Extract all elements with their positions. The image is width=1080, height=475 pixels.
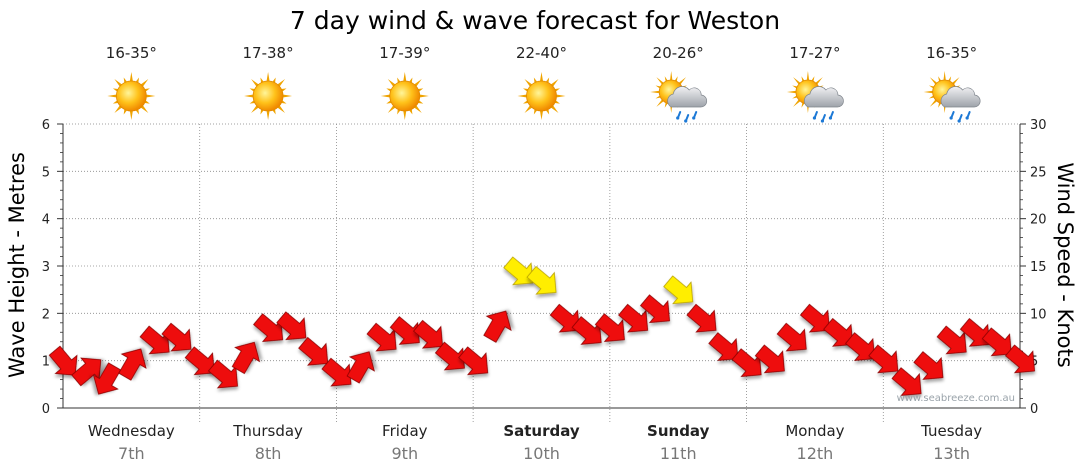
wind-arrow: [276, 311, 307, 341]
day-date-label: 8th: [255, 444, 282, 463]
wind-arrow: [48, 345, 78, 376]
sun-cloud-rain-icon: [923, 71, 981, 123]
right-tick-label: 10: [1030, 307, 1047, 322]
day-name-label: Wednesday: [88, 422, 175, 440]
left-tick-label: 5: [42, 165, 50, 180]
day-name-label: Thursday: [232, 422, 303, 440]
wind-arrow: [346, 351, 375, 384]
wind-arrow: [663, 275, 694, 305]
wind-arrow: [503, 256, 534, 286]
wind-arrow: [483, 310, 512, 343]
wind-arrow: [207, 359, 238, 389]
wind-arrow: [639, 294, 670, 324]
wind-arrow: [458, 346, 489, 376]
wind-arrows: [48, 256, 1035, 396]
right-tick-label: 15: [1030, 260, 1047, 275]
temperature-row: 16-35° 17-38° 17-39° 22-40° 20-26° 17-27° 16-3…: [106, 44, 977, 62]
wind-arrow: [253, 313, 284, 342]
right-tick-label: 20: [1030, 213, 1047, 228]
day-name-label: Monday: [785, 422, 844, 440]
wind-arrow: [618, 303, 649, 333]
right-tick-label: 25: [1030, 165, 1047, 180]
wind-arrow: [571, 316, 602, 345]
wind-arrow: [594, 313, 625, 342]
wind-arrow: [413, 319, 444, 349]
wind-arrow: [231, 341, 261, 375]
temperature-label: 17-39°: [379, 44, 430, 62]
wind-arrow: [936, 325, 967, 355]
wind-arrow: [184, 346, 215, 376]
day-name-label: Sunday: [647, 422, 710, 440]
wind-arrow: [868, 344, 899, 374]
day-name-label: Tuesday: [920, 422, 982, 440]
temperature-label: 16-35°: [106, 44, 157, 62]
sun-cloud-rain-icon: [786, 71, 844, 123]
right-y-axis: 051015202530: [1020, 118, 1047, 417]
wind-arrow: [321, 357, 352, 387]
right-tick-label: 30: [1030, 118, 1047, 133]
wind-arrow: [776, 322, 807, 352]
temperature-label: 17-38°: [243, 44, 294, 62]
wind-arrow: [823, 317, 854, 347]
day-name-label: Saturday: [503, 422, 580, 440]
right-tick-label: 0: [1030, 402, 1038, 417]
wind-arrow: [139, 325, 170, 355]
wind-arrow: [389, 316, 420, 345]
chart-title: 7 day wind & wave forecast for Weston: [290, 6, 780, 35]
wind-arrow: [891, 367, 922, 396]
day-date-label: 10th: [523, 444, 560, 463]
temperature-label: 22-40°: [516, 44, 567, 62]
day-date-label: 9th: [391, 444, 418, 463]
wind-arrow: [754, 344, 785, 374]
day-date-label: 13th: [933, 444, 970, 463]
temperature-label: 17-27°: [789, 44, 840, 62]
wind-arrow: [959, 317, 990, 347]
left-y-axis: 0 1 2 3 4 5 6: [42, 118, 63, 417]
wind-arrow: [161, 322, 192, 352]
wind-arrow: [731, 348, 762, 377]
wind-arrow: [434, 341, 465, 371]
wind-arrow: [526, 265, 557, 295]
day-date-label: 12th: [797, 444, 834, 463]
wind-arrow: [71, 357, 102, 387]
sunny-icon: [517, 72, 566, 120]
day-date-label: 7th: [118, 444, 145, 463]
wind-arrow: [845, 332, 876, 361]
sunny-icon: [380, 72, 429, 120]
sunny-icon: [107, 72, 156, 120]
wind-arrow: [366, 322, 397, 352]
left-tick-label: 2: [42, 307, 50, 322]
day-labels: Wednesday 7th Thursday 8th Friday 9th Saturday…: [88, 422, 982, 463]
left-axis-label: Wave Height - Metres: [5, 152, 29, 378]
wind-arrow: [981, 327, 1012, 357]
left-tick-label: 3: [42, 260, 50, 275]
wind-arrow: [549, 303, 580, 333]
right-axis-label: Wind Speed - Knots: [1053, 162, 1077, 367]
left-tick-label: 1: [42, 355, 50, 370]
weather-icon-row: [107, 71, 981, 123]
temperature-label: 16-35°: [926, 44, 977, 62]
left-tick-label: 4: [42, 213, 50, 228]
wind-arrow: [799, 303, 830, 333]
left-tick-label: 6: [42, 118, 50, 133]
day-name-label: Friday: [382, 422, 428, 440]
sun-cloud-rain-icon: [650, 71, 708, 123]
wind-arrow: [686, 303, 717, 333]
wind-arrow: [118, 348, 147, 381]
sunny-icon: [244, 72, 293, 120]
wind-arrow: [708, 332, 739, 361]
watermark: www.seabreeze.com.au: [897, 393, 1015, 404]
day-date-label: 11th: [660, 444, 697, 463]
temperature-label: 20-26°: [653, 44, 704, 62]
wind-arrow: [1004, 344, 1035, 374]
wind-arrow: [913, 351, 944, 380]
left-tick-label: 0: [42, 402, 50, 417]
wind-arrow: [298, 336, 329, 366]
wind-arrow: [92, 362, 122, 395]
